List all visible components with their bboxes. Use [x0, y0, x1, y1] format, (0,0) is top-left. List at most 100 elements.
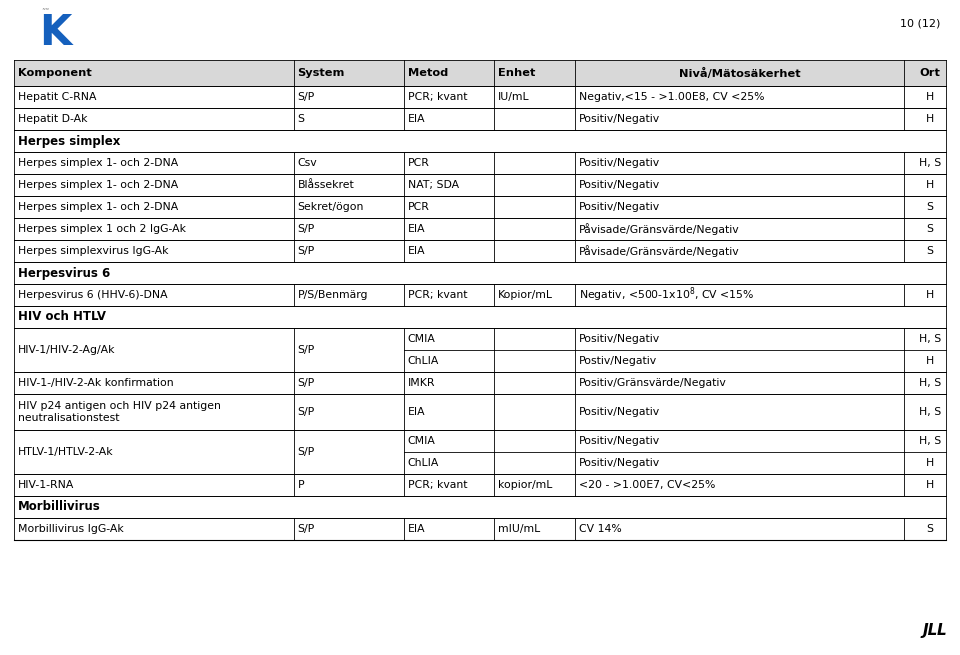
Text: Positiv/Negativ: Positiv/Negativ: [579, 436, 660, 446]
Text: HIV-1-RNA: HIV-1-RNA: [18, 480, 74, 490]
Bar: [14, 474, 946, 496]
Text: Metod: Metod: [408, 68, 447, 78]
Text: Hepatit D-Ak: Hepatit D-Ak: [18, 114, 87, 124]
Text: mIU/mL: mIU/mL: [498, 524, 540, 534]
Text: IMKR: IMKR: [408, 378, 435, 388]
Text: CMIA: CMIA: [408, 334, 436, 344]
Text: Postiv/Negativ: Postiv/Negativ: [579, 356, 658, 366]
Text: Herpesvirus 6 (HHV-6)-DNA: Herpesvirus 6 (HHV-6)-DNA: [18, 290, 168, 300]
Bar: [14, 240, 946, 262]
Text: 10 (12): 10 (12): [900, 18, 940, 28]
Text: S: S: [926, 246, 933, 256]
Bar: [14, 496, 946, 518]
Bar: [14, 394, 946, 430]
Text: Hepatit C-RNA: Hepatit C-RNA: [18, 92, 97, 102]
Text: H: H: [925, 290, 934, 300]
Text: ˜˜: ˜˜: [40, 8, 49, 17]
Bar: [14, 518, 946, 540]
Bar: [14, 108, 946, 130]
Text: HIV-1/HIV-2-Ag/Ak: HIV-1/HIV-2-Ag/Ak: [18, 345, 115, 355]
Text: S: S: [926, 202, 933, 212]
Text: Herpes simplex 1- och 2-DNA: Herpes simplex 1- och 2-DNA: [18, 202, 179, 212]
Bar: [14, 196, 946, 218]
Text: H: H: [925, 180, 934, 190]
Text: EIA: EIA: [408, 246, 425, 256]
Text: CMIA: CMIA: [408, 436, 436, 446]
Text: Enhet: Enhet: [498, 68, 536, 78]
Text: EIA: EIA: [408, 114, 425, 124]
Bar: [14, 152, 946, 174]
Text: Nivå/Mätosäkerhet: Nivå/Mätosäkerhet: [679, 67, 801, 79]
Text: PCR; kvant: PCR; kvant: [408, 92, 468, 102]
Bar: [14, 218, 946, 240]
Text: Herpes simplex 1- och 2-DNA: Herpes simplex 1- och 2-DNA: [18, 180, 179, 190]
Text: IU/mL: IU/mL: [498, 92, 530, 102]
Bar: [14, 328, 946, 372]
Text: Herpes simplex: Herpes simplex: [18, 134, 120, 147]
Text: P: P: [298, 480, 304, 490]
Text: S: S: [298, 114, 304, 124]
Text: Komponent: Komponent: [18, 68, 92, 78]
Text: PCR: PCR: [408, 202, 429, 212]
Text: Blåssekret: Blåssekret: [298, 180, 354, 190]
Bar: [14, 262, 946, 284]
Bar: [14, 86, 946, 108]
Text: JL: JL: [923, 623, 938, 638]
Text: Positiv/Negativ: Positiv/Negativ: [579, 158, 660, 168]
Text: H: H: [925, 356, 934, 366]
Bar: [14, 60, 946, 86]
Text: Positiv/Negativ: Positiv/Negativ: [579, 407, 660, 417]
Text: Herpes simplex 1 och 2 IgG-Ak: Herpes simplex 1 och 2 IgG-Ak: [18, 224, 186, 234]
Text: Positiv/Negativ: Positiv/Negativ: [579, 180, 660, 190]
Text: Positiv/Negativ: Positiv/Negativ: [579, 114, 660, 124]
Text: L: L: [936, 623, 946, 638]
Text: Morbillivirus: Morbillivirus: [18, 500, 101, 514]
Text: Morbillivirus IgG-Ak: Morbillivirus IgG-Ak: [18, 524, 124, 534]
Text: Positiv/Gränsvärde/Negativ: Positiv/Gränsvärde/Negativ: [579, 378, 727, 388]
Text: S/P: S/P: [298, 345, 315, 355]
Text: H: H: [925, 114, 934, 124]
Text: H, S: H, S: [919, 334, 941, 344]
Bar: [14, 306, 946, 328]
Text: H, S: H, S: [919, 378, 941, 388]
Text: NAT; SDA: NAT; SDA: [408, 180, 459, 190]
Bar: [14, 284, 946, 306]
Text: H, S: H, S: [919, 407, 941, 417]
Text: PCR; kvant: PCR; kvant: [408, 290, 468, 300]
Text: S/P: S/P: [298, 524, 315, 534]
Text: EIA: EIA: [408, 407, 425, 417]
Text: Påvisade/Gränsvärde/Negativ: Påvisade/Gränsvärde/Negativ: [579, 245, 740, 257]
Text: Herpes simplex 1- och 2-DNA: Herpes simplex 1- och 2-DNA: [18, 158, 179, 168]
Text: S/P: S/P: [298, 92, 315, 102]
Text: S: S: [926, 224, 933, 234]
Text: H: H: [925, 480, 934, 490]
Text: Positiv/Negativ: Positiv/Negativ: [579, 202, 660, 212]
Text: HIV p24 antigen och HIV p24 antigen
neutralisationstest: HIV p24 antigen och HIV p24 antigen neut…: [18, 402, 221, 422]
Text: Herpes simplexvirus IgG-Ak: Herpes simplexvirus IgG-Ak: [18, 246, 169, 256]
Text: S/P: S/P: [298, 378, 315, 388]
Text: S/P: S/P: [298, 447, 315, 457]
Text: H: H: [925, 458, 934, 468]
Text: PCR: PCR: [408, 158, 429, 168]
Text: Kopior/mL: Kopior/mL: [498, 290, 553, 300]
Text: HTLV-1/HTLV-2-Ak: HTLV-1/HTLV-2-Ak: [18, 447, 113, 457]
Text: H, S: H, S: [919, 436, 941, 446]
Text: Ort: Ort: [920, 68, 940, 78]
Bar: [14, 130, 946, 152]
Text: Csv: Csv: [298, 158, 317, 168]
Text: <20 - >1.00E7, CV<25%: <20 - >1.00E7, CV<25%: [579, 480, 715, 490]
Text: H, S: H, S: [919, 158, 941, 168]
Text: ChLIA: ChLIA: [408, 356, 439, 366]
Text: CV 14%: CV 14%: [579, 524, 622, 534]
Text: S/P: S/P: [298, 224, 315, 234]
Bar: [14, 174, 946, 196]
Text: Negativ,<15 - >1.00E8, CV <25%: Negativ,<15 - >1.00E8, CV <25%: [579, 92, 764, 102]
Text: Herpesvirus 6: Herpesvirus 6: [18, 267, 110, 280]
Text: S/P: S/P: [298, 407, 315, 417]
Text: Positiv/Negativ: Positiv/Negativ: [579, 458, 660, 468]
Text: kopior/mL: kopior/mL: [498, 480, 552, 490]
Text: Påvisade/Gränsvärde/Negativ: Påvisade/Gränsvärde/Negativ: [579, 223, 740, 235]
Text: EIA: EIA: [408, 224, 425, 234]
Text: System: System: [298, 68, 345, 78]
Bar: [14, 430, 946, 474]
